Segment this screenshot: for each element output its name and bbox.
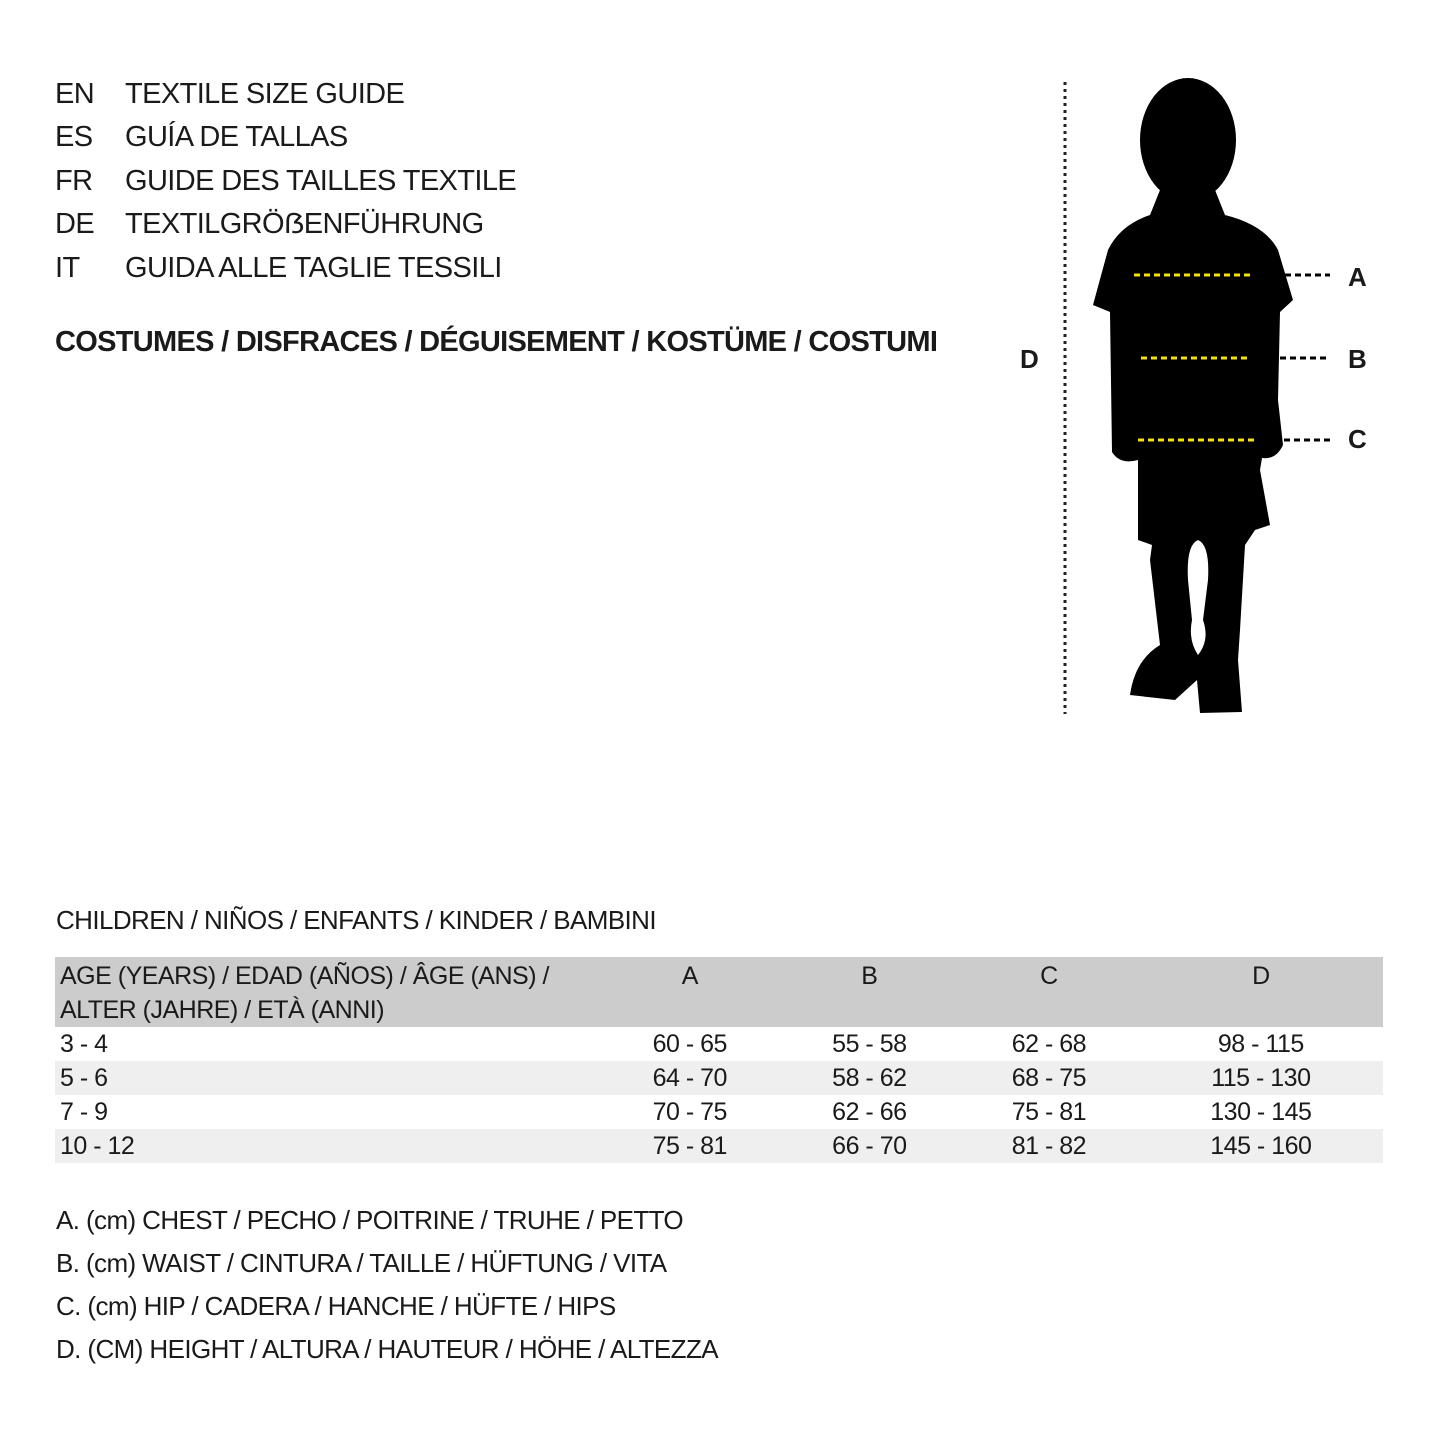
title-text: TEXTILGRÖẞENFÜHRUNG [125,208,484,240]
b-cell: 55 - 58 [832,1029,907,1058]
a-cell: 70 - 75 [652,1097,728,1126]
measurement-figure [1063,78,1330,714]
a-cell: 64 - 70 [652,1063,728,1092]
c-cell: 68 - 75 [1011,1063,1087,1092]
col-b-header: B [861,962,878,990]
legend-waist: B. (cm) WAIST / CINTURA / TAILLE / HÜFTU… [56,1248,667,1278]
table-row: 10 - 12 75 - 81 66 - 70 81 - 82 145 - 160 [55,1129,1383,1163]
a-cell: 75 - 81 [652,1131,728,1160]
title-text: GUÍA DE TALLAS [125,121,348,153]
col-c-header: C [1040,962,1058,990]
c-cell: 62 - 68 [1011,1029,1087,1058]
size-table: AGE (YEARS) / EDAD (AÑOS) / ÂGE (ANS) / A… [55,957,1383,1163]
col-a-header: A [681,962,699,990]
title-line-en: EN TEXTILE SIZE GUIDE [55,76,405,112]
title-text: GUIDE DES TAILLES TEXTILE [125,165,517,197]
leg-gap [1187,540,1209,655]
label-c: C [1348,424,1367,454]
c-cell: 81 - 82 [1011,1131,1087,1160]
d-cell: 130 - 145 [1210,1097,1312,1126]
title-line-de: DE TEXTILGRÖẞENFÜHRUNG [55,206,484,242]
label-d: D [1020,344,1039,374]
col-d-header: D [1252,962,1270,990]
legend-hip: C. (cm) HIP / CADERA / HANCHE / HÜFTE / … [56,1291,616,1321]
lang-code: IT [55,252,80,284]
age-cell: 3 - 4 [60,1029,108,1058]
title-line-es: ES GUÍA DE TALLAS [55,119,348,155]
section-title: CHILDREN / NIÑOS / ENFANTS / KINDER / BA… [56,905,657,935]
title-line-fr: FR GUIDE DES TAILLES TEXTILE [55,163,517,199]
age-cell: 10 - 12 [60,1131,135,1160]
d-cell: 98 - 115 [1217,1029,1304,1058]
category-heading: COSTUMES / DISFRACES / DÉGUISEMENT / KOS… [55,326,938,358]
d-cell: 145 - 160 [1210,1131,1312,1160]
title-text: GUIDA ALLE TAGLIE TESSILI [125,252,502,284]
child-silhouette-icon [1093,78,1293,713]
age-cell: 5 - 6 [60,1063,108,1092]
legend-chest: A. (cm) CHEST / PECHO / POITRINE / TRUHE… [56,1205,684,1235]
label-b: B [1348,344,1367,374]
lang-code: EN [55,78,95,110]
a-cell: 60 - 65 [652,1029,728,1058]
b-cell: 66 - 70 [832,1131,907,1160]
age-header-line2: ALTER (JAHRE) / ETÀ (ANNI) [60,996,385,1024]
lang-code: DE [55,208,95,240]
title-line-it: IT GUIDA ALLE TAGLIE TESSILI [55,250,502,286]
b-cell: 62 - 66 [832,1097,907,1126]
lang-code: ES [55,121,93,153]
table-row: 7 - 9 70 - 75 62 - 66 75 - 81 130 - 145 [55,1095,1383,1129]
title-text: TEXTILE SIZE GUIDE [125,78,405,110]
label-a: A [1348,262,1367,292]
lang-code: FR [55,165,93,197]
table-header: AGE (YEARS) / EDAD (AÑOS) / ÂGE (ANS) / A… [55,957,1383,1027]
age-header-line1: AGE (YEARS) / EDAD (AÑOS) / ÂGE (ANS) / [60,962,549,990]
measure-lines [1134,273,1330,442]
table-row: 3 - 4 60 - 65 55 - 58 62 - 68 98 - 115 [55,1027,1383,1061]
legend-height: D. (CM) HEIGHT / ALTURA / HAUTEUR / HÖHE… [56,1334,719,1364]
age-header: AGE (YEARS) / EDAD (AÑOS) / ÂGE (ANS) / A… [55,957,600,1027]
age-cell: 7 - 9 [60,1097,108,1126]
d-cell: 115 - 130 [1211,1063,1311,1092]
c-cell: 75 - 81 [1011,1097,1087,1126]
b-cell: 58 - 62 [832,1063,907,1092]
table-row: 5 - 6 64 - 70 58 - 62 68 - 75 115 - 130 [55,1061,1383,1095]
